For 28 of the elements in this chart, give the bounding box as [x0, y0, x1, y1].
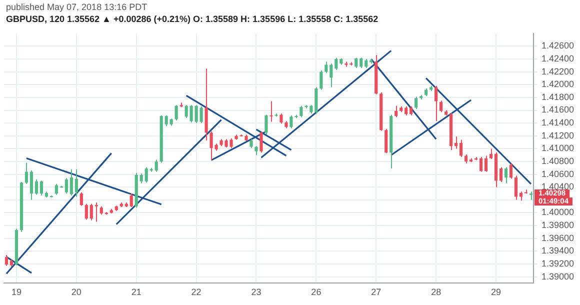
y-tick-label: 1.42000	[541, 79, 574, 90]
x-tick-label: 27	[371, 287, 382, 298]
y-tick-label: 1.39000	[541, 271, 574, 282]
y-tick-label: 1.40600	[541, 168, 574, 179]
x-tick-label: 28	[431, 287, 442, 298]
x-tick-label: 20	[71, 287, 82, 298]
y-tick-label: 1.39400	[541, 246, 574, 256]
y-tick-label: 1.41400	[541, 118, 574, 128]
y-tick-label: 1.39800	[541, 220, 574, 230]
y-tick-label: 1.39600	[541, 232, 574, 243]
x-tick-label: 29	[490, 287, 502, 298]
x-tick-label: 19	[11, 287, 22, 298]
y-tick-label: 1.41000	[541, 143, 574, 154]
x-tick-label: 22	[191, 287, 202, 298]
y-tick-label: 1.39200	[541, 258, 574, 268]
x-tick-label: 26	[311, 287, 322, 298]
y-tick-label: 1.40000	[541, 207, 574, 218]
y-tick-label: 1.41200	[541, 130, 574, 140]
y-tick-label: 1.41800	[541, 92, 574, 102]
x-tick-label: 23	[251, 287, 262, 298]
chart-subtitle: GBPUSD, 120 1.35562 ▲ +0.00286 (+0.21%) O: 1.35589 H: 1.35596 L: 1.35558 C: 1.35562	[5, 13, 380, 24]
x-tick-label: 21	[131, 287, 142, 298]
chart-title: published May 07, 2018 13:16 PDT	[5, 1, 148, 12]
y-tick-label: 1.42200	[541, 66, 574, 76]
y-tick-label: 1.40800	[541, 156, 574, 166]
y-tick-label: 1.42400	[541, 54, 574, 64]
y-tick-label: 1.41600	[541, 104, 574, 115]
y-tick-label: 1.42600	[541, 40, 574, 51]
